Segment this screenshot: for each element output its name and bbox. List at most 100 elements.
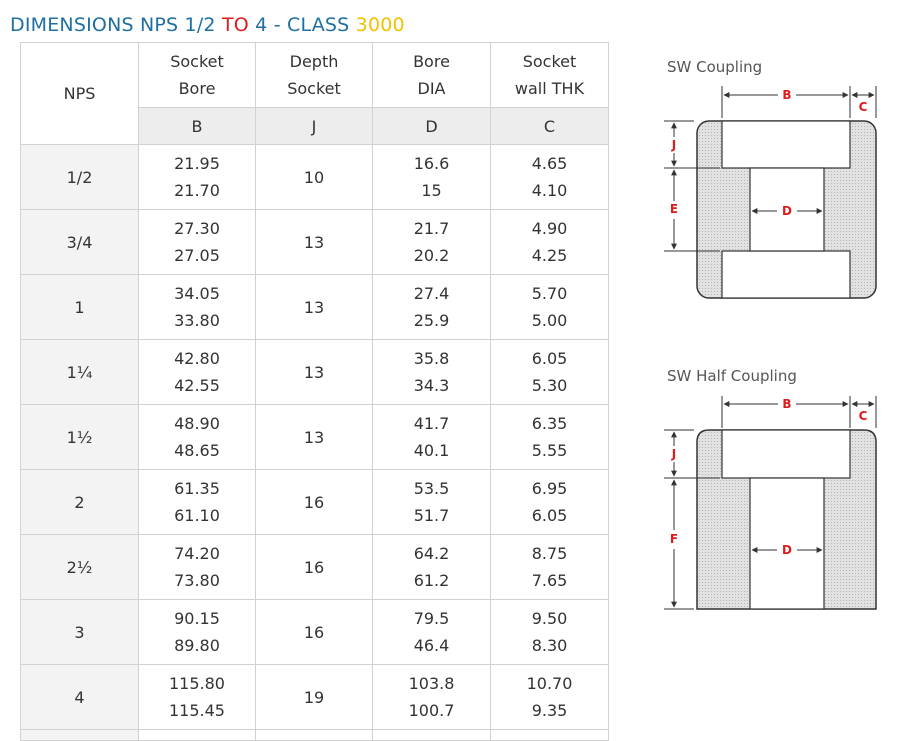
min-value: 48.65 [174, 441, 220, 460]
depth-socket-cell: 19 [255, 664, 373, 730]
header-line: Bore [413, 52, 450, 71]
table-cell-empty [138, 729, 256, 741]
dim-d: D [782, 204, 792, 218]
socket-wall-thk-cell: 5.70 5.00 [490, 274, 609, 340]
bore-dia-cell: 21.7 20.2 [372, 209, 491, 275]
sw-half-coupling-label: SW Half Coupling [667, 367, 797, 385]
min-value: 51.7 [413, 506, 450, 525]
nps-cell: 2½ [20, 534, 139, 600]
min-value: 61.10 [174, 506, 220, 525]
max-value: 6.05 [531, 349, 568, 368]
socket-wall-thk-cell: 6.95 6.05 [490, 469, 609, 535]
header-line: DIA [417, 79, 446, 98]
min-value: 5.00 [531, 311, 568, 330]
dim-c: C [859, 100, 868, 114]
table-cell-empty [20, 729, 139, 741]
max-value: 42.80 [174, 349, 220, 368]
max-value: 35.8 [413, 349, 450, 368]
table-row: 2 61.35 61.10 16 53.5 51.7 6.95 6.05 [20, 469, 609, 535]
depth-socket-cell: 10 [255, 144, 373, 210]
socket-bore-cell: 42.80 42.55 [138, 339, 256, 405]
title-part-3: 4 - CLASS [248, 14, 356, 36]
symbol-row: B J D C [21, 107, 609, 145]
coupling-diagrams: SW Coupling B C J E D SW Half Coupling [664, 58, 877, 610]
dim-b: B [782, 88, 791, 102]
max-value: 6.95 [531, 479, 568, 498]
table-row: 1½ 48.90 48.65 13 41.7 40.1 6.35 5.55 [20, 404, 609, 470]
socket-wall-thk-cell: 9.50 8.30 [490, 599, 609, 665]
sw-coupling-drawing: B C J E D [664, 86, 877, 299]
socket-wall-thk-cell: 4.65 4.10 [490, 144, 609, 210]
socket-wall-thk-cell: 8.75 7.65 [490, 534, 609, 600]
min-value: 8.30 [531, 636, 568, 655]
table-row: 1¼ 42.80 42.55 13 35.8 34.3 6.05 5.30 [20, 339, 609, 405]
max-value: 74.20 [174, 544, 220, 563]
dim-d: D [782, 543, 792, 557]
nps-cell: 3/4 [20, 209, 139, 275]
max-value: 48.90 [174, 414, 220, 433]
header-socket-wall-thk: Socket wall THK [490, 42, 609, 108]
depth-socket-cell: 13 [255, 339, 373, 405]
symbol-d: D [372, 107, 491, 145]
table-row: 3/4 27.30 27.05 13 21.7 20.2 4.90 4.25 [20, 209, 609, 275]
min-value: 7.65 [531, 571, 568, 590]
symbol-c: C [490, 107, 609, 145]
depth-socket-cell: 16 [255, 599, 373, 665]
max-value: 61.35 [174, 479, 220, 498]
min-value: 42.55 [174, 376, 220, 395]
max-value: 79.5 [413, 609, 450, 628]
min-value: 61.2 [413, 571, 450, 590]
socket-bore-cell: 90.15 89.80 [138, 599, 256, 665]
dim-b: B [782, 397, 791, 411]
min-value: 115.45 [169, 701, 225, 720]
max-value: 64.2 [413, 544, 450, 563]
dim-j: J [671, 447, 676, 461]
min-value: 46.4 [413, 636, 450, 655]
min-value: 89.80 [174, 636, 220, 655]
max-value: 9.50 [531, 609, 568, 628]
symbol-j: J [255, 107, 373, 145]
bore-dia-cell: 103.8 100.7 [372, 664, 491, 730]
min-value: 27.05 [174, 246, 220, 265]
min-value: 4.10 [531, 181, 568, 200]
max-value: 5.70 [531, 284, 568, 303]
nps-cell: 3 [20, 599, 139, 665]
sw-half-coupling-drawing: B C J F D [664, 396, 877, 610]
socket-bore-cell: 21.95 21.70 [138, 144, 256, 210]
table-cell-empty [255, 729, 373, 741]
socket-bore-cell: 61.35 61.10 [138, 469, 256, 535]
max-value: 6.35 [531, 414, 568, 433]
table-cell-empty [372, 729, 491, 741]
nps-cell: 1 [20, 274, 139, 340]
max-value: 21.95 [174, 154, 220, 173]
min-value: 34.3 [413, 376, 450, 395]
socket-bore-cell: 27.30 27.05 [138, 209, 256, 275]
bore-dia-cell: 79.5 46.4 [372, 599, 491, 665]
header-line: Socket [522, 52, 577, 71]
title-part-4: 3000 [355, 14, 405, 36]
depth-socket-cell: 13 [255, 404, 373, 470]
table-cell-empty [490, 729, 609, 741]
nps-cell: 1¼ [20, 339, 139, 405]
page-title: DIMENSIONS NPS 1/2 TO 4 - CLASS 3000 [10, 12, 405, 38]
bore-dia-cell: 16.6 15 [372, 144, 491, 210]
symbol-b: B [138, 107, 256, 145]
nps-cell: 1½ [20, 404, 139, 470]
socket-wall-thk-cell: 4.90 4.25 [490, 209, 609, 275]
max-value: 4.65 [531, 154, 568, 173]
min-value: 15 [421, 181, 442, 200]
max-value: 34.05 [174, 284, 220, 303]
min-value: 9.35 [531, 701, 568, 720]
min-value: 73.80 [174, 571, 220, 590]
table-row: 3 90.15 89.80 16 79.5 46.4 9.50 8.30 [20, 599, 609, 665]
max-value: 4.90 [531, 219, 568, 238]
table-row: 4 115.80 115.45 19 103.8 100.7 10.70 9.35 [20, 664, 609, 730]
nps-header: NPS [20, 42, 139, 145]
bore-dia-cell: 53.5 51.7 [372, 469, 491, 535]
max-value: 8.75 [531, 544, 568, 563]
bore-dia-cell: 27.4 25.9 [372, 274, 491, 340]
header-row: NPS Socket Bore Depth Socket Bore DIA Socke… [20, 42, 609, 145]
max-value: 115.80 [169, 674, 225, 693]
min-value: 5.55 [531, 441, 568, 460]
dim-e: E [670, 202, 678, 216]
